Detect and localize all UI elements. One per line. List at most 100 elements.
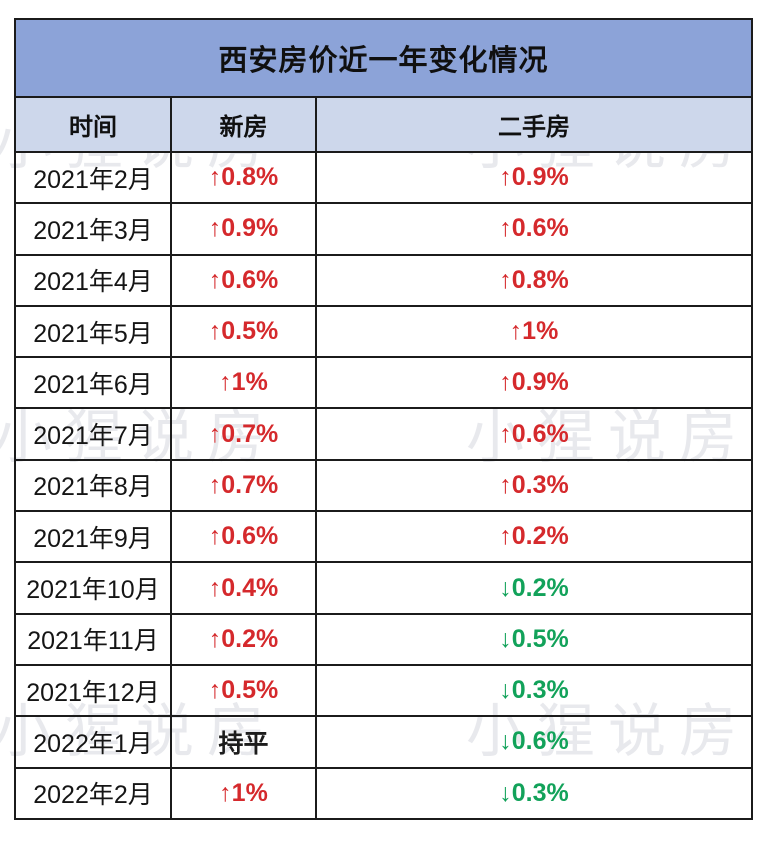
time-cell-text: 2021年2月 xyxy=(33,165,153,194)
new-home-value: ↑0.8% xyxy=(208,163,279,192)
second-hand-cell: ↓0.6% xyxy=(315,715,753,769)
time-cell-text: 2021年8月 xyxy=(33,473,153,502)
new-home-value: 持平 xyxy=(218,729,269,758)
second-hand-cell: ↑0.3% xyxy=(315,458,753,513)
title-row: 西安房价近一年变化情况 xyxy=(14,18,753,98)
table-row: 2021年8月 ↑0.7% ↑0.3% xyxy=(14,458,753,513)
second-hand-cell: ↑0.6% xyxy=(315,407,753,461)
time-cell-text: 2021年6月 xyxy=(33,370,153,399)
second-hand-value: ↓0.3% xyxy=(499,676,569,705)
table-row: 2022年2月 ↑1% ↓0.3% xyxy=(14,766,753,820)
new-home-value: ↑0.6% xyxy=(208,265,279,294)
new-home-cell: ↑0.8% xyxy=(170,150,317,205)
time-cell-text: 2021年11月 xyxy=(27,627,159,656)
second-hand-cell: ↑0.8% xyxy=(315,253,753,307)
time-cell: 2021年8月 xyxy=(14,458,172,513)
second-hand-value: ↑0.3% xyxy=(499,470,569,499)
new-home-cell: ↑0.5% xyxy=(170,663,317,718)
time-cell-text: 2021年10月 xyxy=(26,576,160,605)
time-cell: 2022年1月 xyxy=(14,715,172,769)
table-row: 2021年5月 ↑0.5% ↑1% xyxy=(14,304,753,359)
second-hand-cell: ↑0.9% xyxy=(315,356,753,410)
new-home-cell: ↑0.5% xyxy=(170,304,317,359)
new-home-value: ↑0.9% xyxy=(208,214,279,243)
table-row: 2021年9月 ↑0.6% ↑0.2% xyxy=(14,510,753,564)
new-home-value: ↑1% xyxy=(219,368,268,397)
table-row: 2021年2月 ↑0.8% ↑0.9% xyxy=(14,150,753,205)
second-hand-cell: ↓0.3% xyxy=(315,663,753,718)
new-home-value: ↑0.5% xyxy=(208,676,279,705)
time-cell: 2021年3月 xyxy=(14,202,172,256)
time-cell-text: 2022年2月 xyxy=(33,781,153,810)
second-hand-cell: ↑0.9% xyxy=(315,150,753,205)
second-hand-value: ↑0.6% xyxy=(499,419,569,448)
new-home-cell: ↑0.6% xyxy=(170,253,317,307)
second-hand-value: ↑0.2% xyxy=(499,522,569,551)
second-hand-value: ↑0.9% xyxy=(499,163,569,192)
time-cell: 2021年11月 xyxy=(14,612,172,666)
new-home-value: ↑0.7% xyxy=(208,419,279,448)
time-cell: 2021年4月 xyxy=(14,253,172,307)
time-cell: 2021年7月 xyxy=(14,407,172,461)
time-cell-text: 2021年3月 xyxy=(33,216,153,245)
time-cell: 2021年9月 xyxy=(14,510,172,564)
new-home-cell: ↑1% xyxy=(170,766,317,820)
table-row: 2021年10月 ↑0.4% ↓0.2% xyxy=(14,561,753,615)
new-home-cell: ↑1% xyxy=(170,356,317,410)
table-row: 2022年1月 持平 ↓0.6% xyxy=(14,715,753,769)
second-hand-value: ↑1% xyxy=(509,317,559,346)
price-change-table: 西安房价近一年变化情况 时间 新房 二手房 2021年2月 ↑0.8% ↑0.9… xyxy=(14,18,753,820)
new-home-cell: ↑0.6% xyxy=(170,510,317,564)
new-home-value: ↑0.2% xyxy=(208,624,279,653)
column-header-time: 时间 xyxy=(14,96,172,153)
new-home-value: ↑0.7% xyxy=(208,470,279,499)
table-title: 西安房价近一年变化情况 xyxy=(14,18,753,98)
second-hand-value: ↓0.2% xyxy=(499,573,569,602)
table-row: 2021年7月 ↑0.7% ↑0.6% xyxy=(14,407,753,461)
second-hand-value: ↓0.5% xyxy=(499,624,569,653)
second-hand-cell: ↑0.6% xyxy=(315,202,753,256)
time-cell-text: 2021年12月 xyxy=(26,678,160,707)
table-row: 2021年11月 ↑0.2% ↓0.5% xyxy=(14,612,753,666)
time-cell: 2021年12月 xyxy=(14,663,172,718)
header-row: 时间 新房 二手房 xyxy=(14,96,753,153)
second-hand-value: ↑0.8% xyxy=(499,265,569,294)
column-header-new-home: 新房 xyxy=(170,96,317,153)
second-hand-value: ↑0.9% xyxy=(499,368,569,397)
table-row: 2021年4月 ↑0.6% ↑0.8% xyxy=(14,253,753,307)
time-cell: 2021年6月 xyxy=(14,356,172,410)
new-home-cell: 持平 xyxy=(170,715,317,769)
time-cell-text: 2021年5月 xyxy=(33,319,153,348)
table-row: 2021年6月 ↑1% ↑0.9% xyxy=(14,356,753,410)
new-home-cell: ↑0.7% xyxy=(170,458,317,513)
new-home-cell: ↑0.7% xyxy=(170,407,317,461)
time-cell: 2021年2月 xyxy=(14,150,172,205)
time-cell: 2021年10月 xyxy=(14,561,172,615)
second-hand-cell: ↓0.3% xyxy=(315,766,753,820)
table-row: 2021年3月 ↑0.9% ↑0.6% xyxy=(14,202,753,256)
time-cell-text: 2021年9月 xyxy=(33,524,153,553)
table-body: 2021年2月 ↑0.8% ↑0.9% 2021年3月 ↑0.9% ↑0.6% … xyxy=(14,150,753,820)
column-header-second-hand: 二手房 xyxy=(315,96,753,153)
new-home-cell: ↑0.4% xyxy=(170,561,317,615)
second-hand-cell: ↑1% xyxy=(315,304,753,359)
second-hand-cell: ↓0.5% xyxy=(315,612,753,666)
time-cell: 2022年2月 xyxy=(14,766,172,820)
new-home-value: ↑1% xyxy=(219,778,268,807)
time-cell: 2021年5月 xyxy=(14,304,172,359)
second-hand-value: ↓0.3% xyxy=(499,778,569,807)
new-home-value: ↑0.4% xyxy=(208,573,279,602)
time-cell-text: 2021年7月 xyxy=(33,422,153,451)
time-cell-text: 2021年4月 xyxy=(33,268,153,297)
time-cell-text: 2022年1月 xyxy=(33,729,153,758)
second-hand-cell: ↑0.2% xyxy=(315,510,753,564)
second-hand-value: ↓0.6% xyxy=(499,727,569,756)
new-home-value: ↑0.5% xyxy=(208,317,279,346)
new-home-cell: ↑0.9% xyxy=(170,202,317,256)
new-home-value: ↑0.6% xyxy=(208,522,279,551)
table-row: 2021年12月 ↑0.5% ↓0.3% xyxy=(14,663,753,718)
new-home-cell: ↑0.2% xyxy=(170,612,317,666)
second-hand-value: ↑0.6% xyxy=(499,214,569,243)
second-hand-cell: ↓0.2% xyxy=(315,561,753,615)
